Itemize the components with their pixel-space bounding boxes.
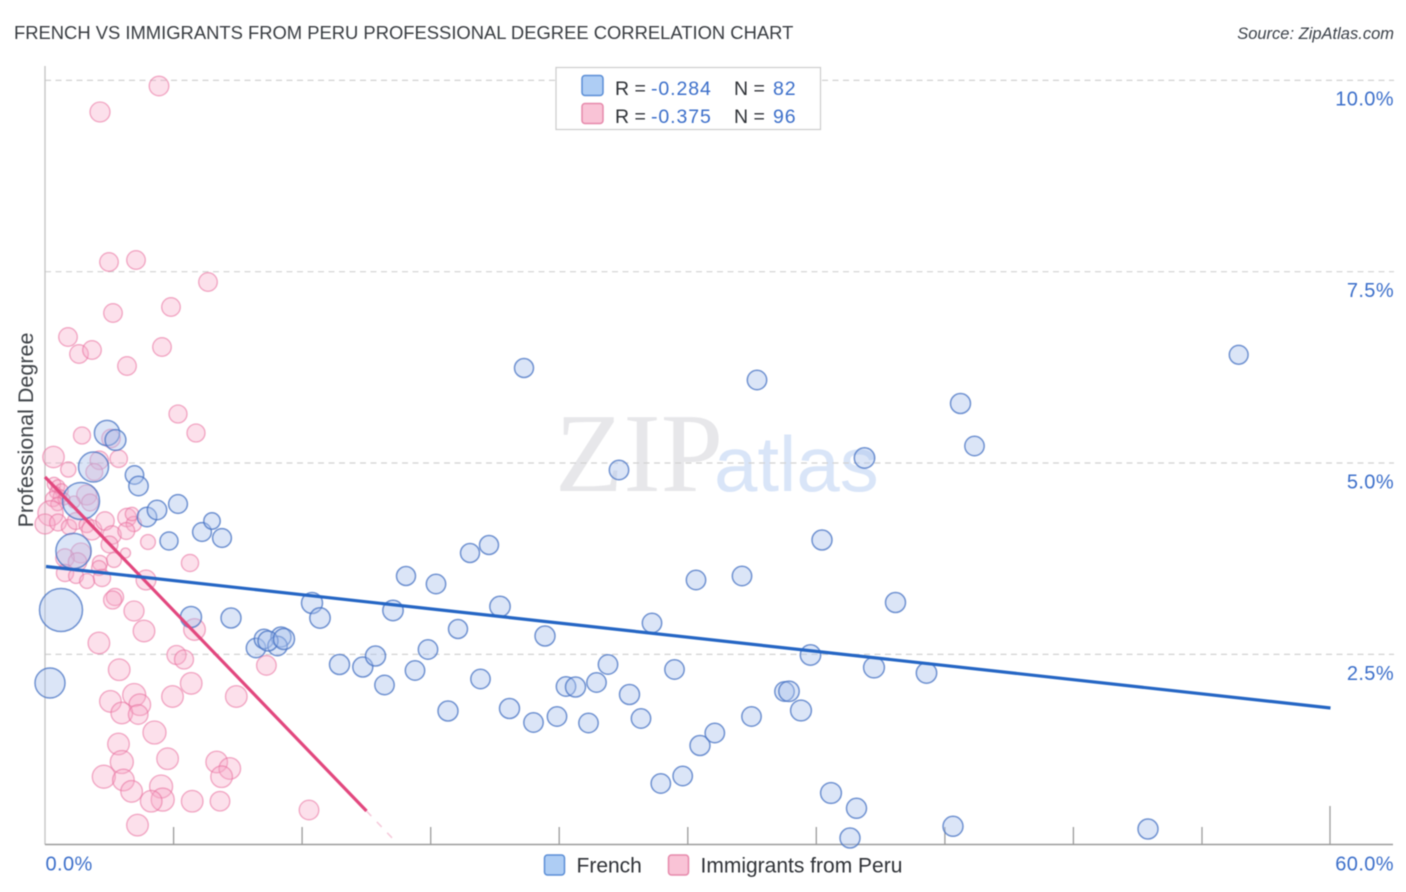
svg-text:French: French [577,855,642,878]
svg-text:60.0%: 60.0% [1335,854,1394,876]
svg-text:R =: R = [615,78,646,100]
svg-text:FRENCH VS IMMIGRANTS FROM PERU: FRENCH VS IMMIGRANTS FROM PERU PROFESSIO… [14,22,793,43]
svg-text:-0.375: -0.375 [651,106,712,128]
svg-text:82: 82 [773,78,797,100]
svg-text:Source: ZipAtlas.com: Source: ZipAtlas.com [1237,25,1394,43]
svg-text:R =: R = [615,106,646,128]
svg-text:5.0%: 5.0% [1347,472,1394,494]
svg-text:7.5%: 7.5% [1347,280,1394,302]
svg-text:Professional Degree: Professional Degree [14,333,38,528]
svg-text:N =: N = [734,106,765,128]
svg-text:96: 96 [773,106,797,128]
svg-text:2.5%: 2.5% [1347,663,1394,685]
svg-text:Immigrants from Peru: Immigrants from Peru [701,855,903,878]
svg-text:-0.284: -0.284 [651,78,712,100]
svg-text:0.0%: 0.0% [46,854,93,876]
svg-text:atlas: atlas [714,420,879,508]
svg-text:10.0%: 10.0% [1335,89,1394,111]
svg-text:N =: N = [734,78,765,100]
svg-text:ZIP: ZIP [555,392,723,516]
